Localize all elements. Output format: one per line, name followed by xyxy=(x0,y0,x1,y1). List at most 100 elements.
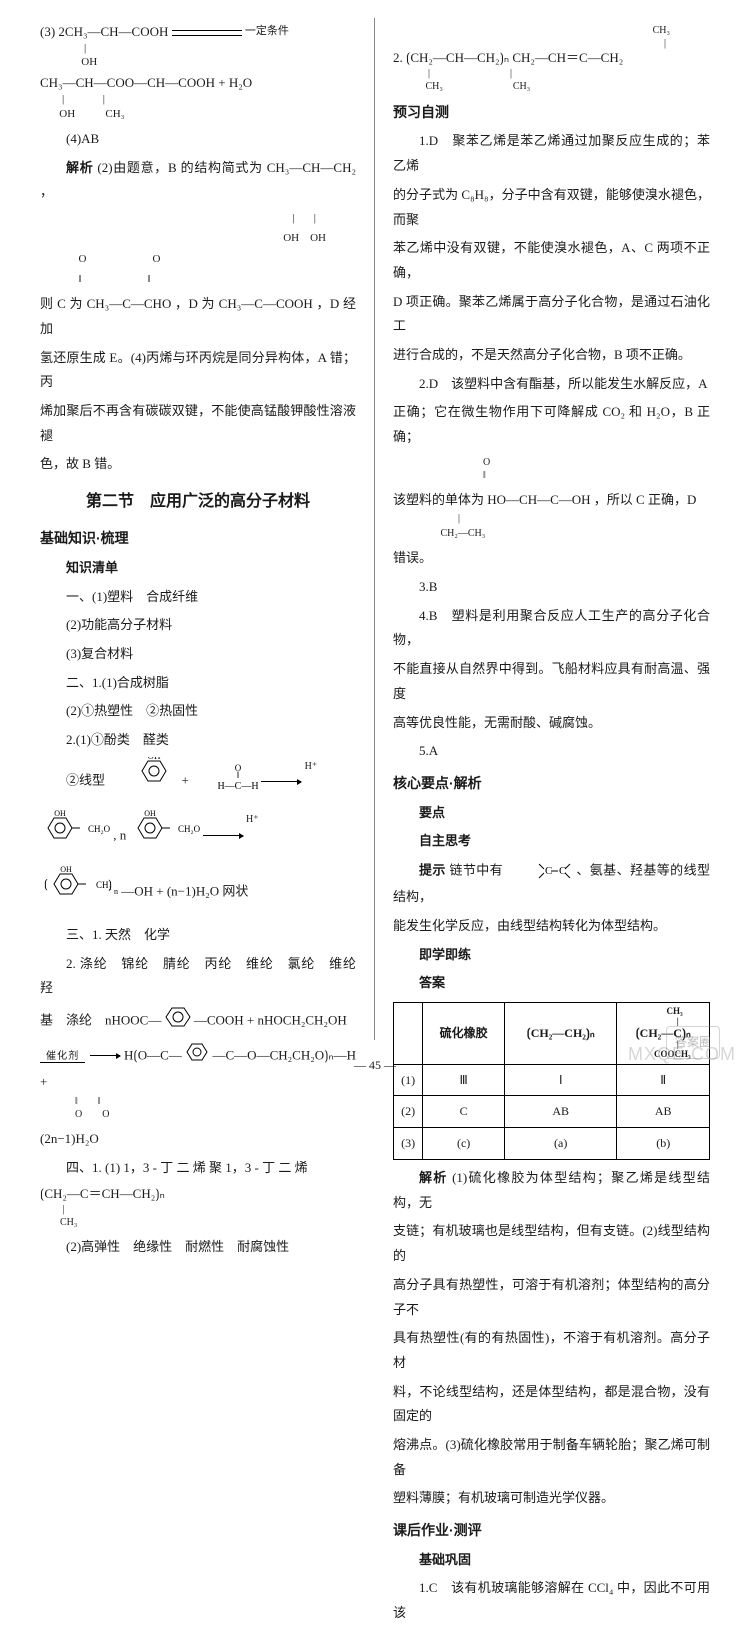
eq3-line1: (3) 2CH₃—CH—COOH xyxy=(40,24,168,39)
r7: 正确；它在微生物作用下可降解成 CO₂ 和 H₂O，B 正确； xyxy=(393,400,710,449)
prod3-line: CH₃—CH—COO—CH—COOH + H₂O xyxy=(40,75,356,92)
analysis-cd: 则 C 为 CH₃—C—CHO ，D 为 CH₃—C—COOH ，D 经加 xyxy=(40,292,356,341)
phenol-ch2oh-1: OH CH₂OH xyxy=(40,810,110,863)
r2: 的分子式为 C₈H₈，分子中含有双键，能够使溴水褪色，而聚 xyxy=(393,183,710,232)
svg-text:CH₂OH: CH₂OH xyxy=(178,824,200,834)
cell: (3) xyxy=(394,1128,423,1160)
svg-text:H—C—H: H—C—H xyxy=(218,781,258,792)
chem-eq-3: (3) 2CH₃—CH—COOH 一定条件 | OH xyxy=(40,24,356,69)
r15: 要点 xyxy=(393,801,710,826)
section-title: 第二节 应用广泛的高分子材料 xyxy=(40,487,356,517)
r14: 5.A xyxy=(393,739,710,764)
cell: C xyxy=(423,1096,505,1128)
k12-prefix: 基 涤纶 nHOOC— xyxy=(40,1012,161,1027)
r8-o1: O xyxy=(393,456,710,469)
k8-condition: H⁺ xyxy=(246,814,259,825)
k11: 2. 涤纶 锦纶 腈纶 丙纶 维纶 氯纶 维纶 羟 xyxy=(40,952,356,1001)
k16-bond: | xyxy=(40,1203,356,1216)
r24: 具有热塑性(有的有热固性)，不溶于有机溶剂。高分子材 xyxy=(393,1326,710,1375)
svg-text:CH₂OH: CH₂OH xyxy=(88,824,110,834)
cell: (a) xyxy=(504,1128,616,1160)
r0-ch3: CH₃ CH₃ xyxy=(393,80,710,93)
r8-ch2ch3: CH₂—CH₃ xyxy=(393,527,710,540)
r9: 错误。 xyxy=(393,546,710,571)
k1: 一、(1)塑料 合成纤维 xyxy=(40,585,356,610)
struct-cd-o2: ‖ ‖ xyxy=(40,272,356,286)
cell: AB xyxy=(617,1096,710,1128)
r12: 不能直接从自然界中得到。飞船材料应具有耐高温、强度 xyxy=(393,657,710,706)
stamp-badge: 答案圈 xyxy=(666,1026,720,1059)
answer-4: (4)AB xyxy=(40,127,356,152)
prod3-groups: OH CH₃ xyxy=(40,107,356,121)
svg-text:C: C xyxy=(559,865,566,877)
r21: 解析 解析 (1)硫化橡胶为体型结构；聚乙烯是线型结构，无 (1)硫化橡胶为体型… xyxy=(393,1166,710,1215)
hint-label: 提示 xyxy=(419,863,446,878)
struct-b-bonds: | | xyxy=(40,211,356,225)
r8-o2: ‖ xyxy=(393,469,710,482)
r0-bonds: | | xyxy=(393,67,710,80)
k16-struct: ⟮CH₂—C＝CH—CH₂⟯ₙ | CH₃ xyxy=(40,1186,356,1229)
analysis-line7: 烯加聚后不再含有碳碳双键，不能使高锰酸钾酸性溶液褪 xyxy=(40,399,356,448)
chem-product-3: CH₃—CH—COO—CH—COOH + H₂O | | OH CH₃ xyxy=(40,75,356,120)
arrow-icon-2 xyxy=(203,835,243,836)
r5: 进行合成的，不是天然高分子化合物，B 项不正确。 xyxy=(393,343,710,368)
k6: 2.(1)①酚类 醛类 xyxy=(40,728,356,753)
svg-text:n: n xyxy=(114,887,118,896)
analysis-line6: 氢还原生成 E。(4)丙烯与环丙烷是同分异构体，A 错；丙 xyxy=(40,346,356,395)
k16-main: ⟮CH₂—C＝CH—CH₂⟯ₙ xyxy=(40,1186,356,1203)
cc-frag-icon: C C xyxy=(507,858,573,885)
r22: 支链；有机玻璃也是线型结构，但有支链。(2)线型结构的 xyxy=(393,1219,710,1268)
page-root: (3) 2CH₃—CH—COOH 一定条件 | OH CH₃—CH—COO—CH… xyxy=(0,0,750,1050)
heading-basics: 基础知识·梳理 xyxy=(40,525,356,552)
eq3-bonds: | xyxy=(40,41,356,55)
r0-main: 2. ⟮CH₂—CH—CH₂⟯ₙ CH₂—CH＝C—CH₂ xyxy=(393,50,710,67)
r8-bond: | xyxy=(393,512,710,525)
struct-cd-o1: O O xyxy=(40,252,356,266)
cell: (2) xyxy=(394,1096,423,1128)
r27: 塑料薄膜；有机玻璃可制造光学仪器。 xyxy=(393,1486,710,1511)
r23: 高分子具有热塑性，可溶于有机溶剂；体型结构的高分子不 xyxy=(393,1273,710,1322)
k3: (3)复合材料 xyxy=(40,642,356,667)
right-column: CH₃ | 2. ⟮CH₂—CH—CH₂⟯ₙ CH₂—CH＝C—CH₂ | | … xyxy=(375,18,720,1040)
heading-preview: 预习自测 xyxy=(393,99,710,126)
svg-text:OH: OH xyxy=(60,866,72,874)
formaldehyde-icon: O ‖ H—C—H xyxy=(192,763,258,800)
r25: 料，不论线型结构，还是体型结构，都是混合物，没有固定的 xyxy=(393,1380,710,1429)
r8: 该塑料的单体为 HO—CH—C—OH ，所以 C 正确，D xyxy=(393,488,710,513)
r20: 答案 xyxy=(393,971,710,996)
k10: 三、1. 天然 化学 xyxy=(40,923,356,948)
analysis-label-2: 解析 xyxy=(419,1170,448,1185)
phenol-ring-icon: OH xyxy=(108,757,178,806)
k7-label: ②线型 xyxy=(66,772,105,787)
heading-core: 核心要点·解析 xyxy=(393,770,710,797)
r0-bondtop: | xyxy=(393,37,710,50)
k4: 二、1.(1)合成树脂 xyxy=(40,671,356,696)
r1: 1.D 聚苯乙烯是苯乙烯通过加聚反应生成的；苯乙烯 xyxy=(393,129,710,178)
heading-knowledge: 知识清单 xyxy=(40,556,356,581)
k17: (2)高弹性 绝缘性 耐燃性 耐腐蚀性 xyxy=(40,1235,356,1260)
k8-row: OH CH₂OH , n OH CH₂OH H⁺ xyxy=(40,810,356,863)
eq3-condition: 一定条件 xyxy=(245,25,289,37)
struct-b-oh: OH OH xyxy=(40,231,356,245)
r16: 自主思考 xyxy=(393,829,710,854)
r19: 即学即练 xyxy=(393,943,710,968)
k14: (2n−1)H₂O xyxy=(40,1127,356,1152)
k13-bonds: ‖ ‖ xyxy=(40,1095,356,1108)
svg-text:⟯: ⟯ xyxy=(108,877,112,891)
k7-plus: + xyxy=(182,772,193,787)
cell: (c) xyxy=(423,1128,505,1160)
k9-text: —OH + (n−1)H₂O 网状 xyxy=(121,884,248,899)
r17-row: 提示 链节中有 C C 、氨基、羟基等的线型结构， xyxy=(393,858,710,910)
r26: 熔沸点。(3)硫化橡胶常用于制备车辆轮胎；聚乙烯可制备 xyxy=(393,1433,710,1482)
table-row: (3) (c) (a) (b) xyxy=(394,1128,710,1160)
cell: AB xyxy=(504,1096,616,1128)
r18: 能发生化学反应，由线型结构转化为体型结构。 xyxy=(393,914,710,939)
r4: D 项正确。聚苯乙烯属于高分子化合物，是通过石油化工 xyxy=(393,290,710,339)
svg-text:OH: OH xyxy=(144,810,156,818)
k8-comma: , n xyxy=(113,827,126,842)
r3: 苯乙烯中没有双键，不能使溴水褪色，A、C 两项不正确， xyxy=(393,236,710,285)
arrow-icon xyxy=(261,781,301,782)
r10: 3.B xyxy=(393,575,710,600)
k7-condition: H⁺ xyxy=(305,761,318,772)
svg-text:⟮: ⟮ xyxy=(44,877,48,891)
